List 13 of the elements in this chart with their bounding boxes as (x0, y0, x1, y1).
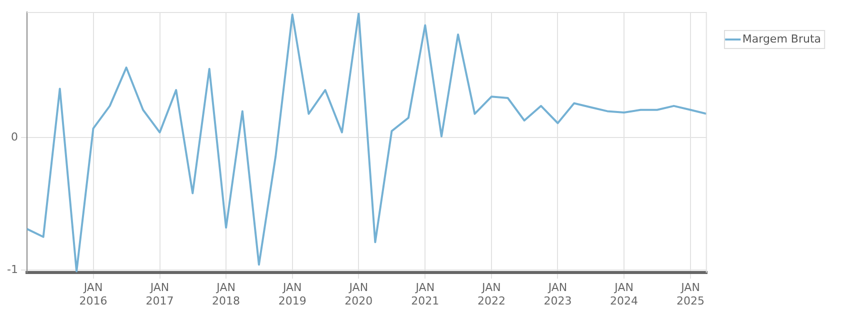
y-tick-label: 0 (10, 130, 18, 144)
x-tick-label: JAN 2018 (212, 281, 240, 308)
x-tick-label: JAN 2025 (676, 281, 705, 308)
x-tick-label: JAN 2019 (278, 281, 306, 308)
x-tick-label: JAN 2022 (477, 281, 506, 308)
x-tick-label: JAN 2024 (610, 281, 638, 308)
x-tick-label: JAN 2023 (544, 281, 572, 308)
x-tick-label: JAN 2020 (344, 281, 373, 308)
x-tick-label: JAN 2017 (146, 281, 174, 308)
legend-label: Margem Bruta (742, 32, 822, 46)
y-tick-label: -1 (7, 262, 18, 276)
x-tick-label: JAN 2021 (411, 281, 440, 308)
x-tick-label: JAN 2016 (79, 281, 108, 308)
